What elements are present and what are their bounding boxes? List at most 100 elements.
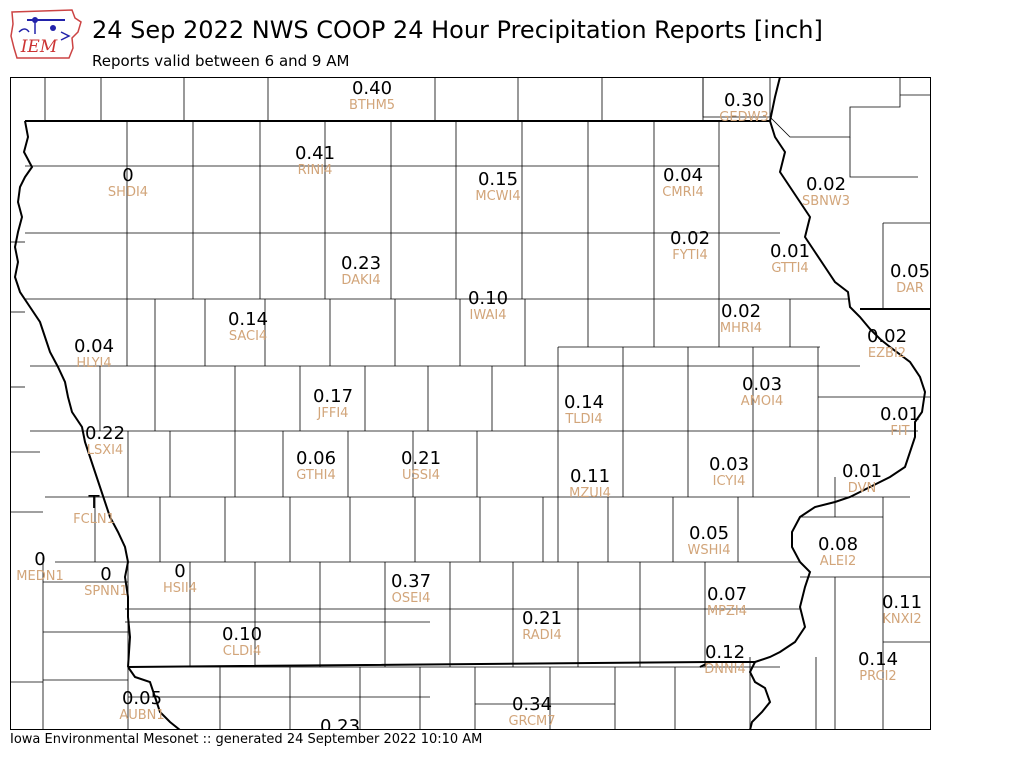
precip-value: 0.02 bbox=[670, 228, 710, 249]
station-id: RINI4 bbox=[298, 163, 333, 178]
precip-value: 0.12 bbox=[705, 642, 745, 663]
precip-value: 0 bbox=[34, 549, 45, 570]
station-id: SACI4 bbox=[229, 329, 267, 344]
precip-value: 0.01 bbox=[770, 241, 810, 262]
precip-value: 0.34 bbox=[512, 694, 552, 715]
map-subtitle: Reports valid between 6 and 9 AM bbox=[92, 52, 350, 70]
precip-value: 0.01 bbox=[842, 461, 882, 482]
station-id: ICYI4 bbox=[713, 474, 746, 489]
map-title: 24 Sep 2022 NWS COOP 24 Hour Precipitati… bbox=[92, 16, 823, 44]
precip-value: 0.22 bbox=[85, 423, 125, 444]
station-id: MCWI4 bbox=[475, 189, 520, 204]
precip-value: 0.03 bbox=[709, 454, 749, 475]
precip-value: 0.05 bbox=[890, 261, 930, 282]
station-id: CMRI4 bbox=[662, 185, 703, 200]
station-id: ALEI2 bbox=[820, 554, 856, 569]
station-id: SPNN1 bbox=[84, 584, 128, 599]
station-id: USSI4 bbox=[402, 468, 440, 483]
station-id: FCLN1 bbox=[73, 512, 115, 527]
precip-value: 0.05 bbox=[122, 688, 162, 709]
precip-value: 0.14 bbox=[228, 309, 268, 330]
station-id: CLDI4 bbox=[223, 644, 261, 659]
station-id: GEDW3 bbox=[719, 110, 768, 125]
logo-text: IEM bbox=[20, 37, 58, 57]
precip-value: 0.02 bbox=[806, 174, 846, 195]
precip-value: 0.07 bbox=[707, 584, 747, 605]
precip-value: 0.21 bbox=[522, 608, 562, 629]
station-id: LSXI4 bbox=[87, 443, 124, 458]
station-id: MEDN1 bbox=[16, 569, 63, 584]
station-id: JFFI4 bbox=[317, 406, 349, 421]
precip-value: 0.03 bbox=[742, 374, 782, 395]
station-id: GTTI4 bbox=[771, 261, 808, 276]
precip-value: 0.06 bbox=[296, 448, 336, 469]
station-id: BTHM5 bbox=[349, 98, 395, 113]
station-id: SHDI4 bbox=[108, 185, 148, 200]
precipitation-map[interactable]: 0.40 BTHM5 0.30 GEDW3 0.41 RINI4 0 SHDI4 0.15 MCW… bbox=[10, 76, 931, 737]
precip-value: 0.10 bbox=[222, 624, 262, 645]
precip-value: 0.08 bbox=[818, 534, 858, 555]
precip-value: 0.14 bbox=[564, 392, 604, 413]
precip-value: 0.41 bbox=[295, 143, 335, 164]
precip-value: 0.23 bbox=[341, 253, 381, 274]
precip-value: 0.05 bbox=[689, 523, 729, 544]
station-id: FYTI4 bbox=[672, 248, 707, 263]
station-id: AMOI4 bbox=[741, 394, 783, 409]
state-boundaries bbox=[13, 76, 931, 731]
precip-value: 0.04 bbox=[663, 165, 703, 186]
precip-value: 0.40 bbox=[352, 78, 392, 99]
iem-logo-graphic: IEM bbox=[10, 9, 82, 59]
precip-value: T bbox=[88, 492, 101, 513]
station-unlabeled[interactable]: 0.23 bbox=[320, 716, 360, 737]
station-id: OSEI4 bbox=[392, 591, 431, 606]
station-id: GRCM7 bbox=[508, 714, 555, 729]
station-id: FIT bbox=[890, 424, 909, 439]
station-id: PRCI2 bbox=[859, 669, 896, 684]
station-id: EZBI2 bbox=[868, 346, 906, 361]
precip-value: 0.23 bbox=[320, 716, 360, 730]
station-id: DNNI4 bbox=[704, 662, 746, 677]
